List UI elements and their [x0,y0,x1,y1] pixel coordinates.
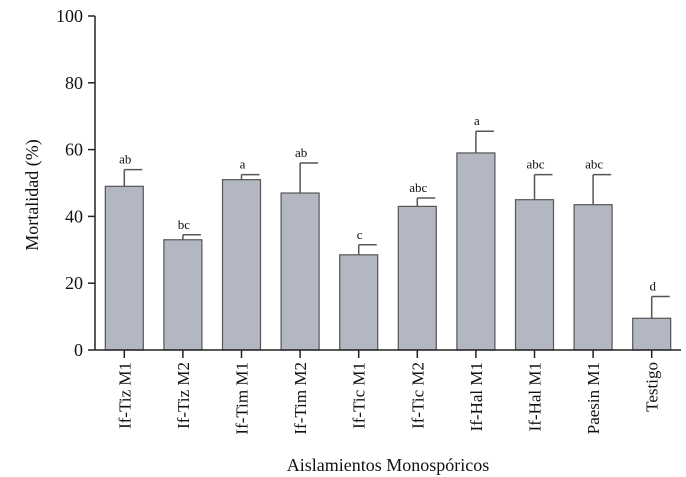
bar [280,192,320,351]
significance-label: ab [295,145,307,160]
bar [514,199,555,351]
y-axis-ticks: 0 20 40 60 80 100 [56,6,95,360]
significance-label: bc [178,217,191,232]
x-tick-label: If-Tic M2 [408,362,427,429]
y-tick-label: 40 [65,206,83,226]
bar [221,179,262,351]
significance-label: d [649,279,656,294]
y-tick-label: 100 [56,6,83,26]
significance-label: abc [409,180,427,195]
bar [456,152,496,351]
x-tick-label: If-Hal M1 [526,362,545,431]
bar [163,239,203,351]
x-tick-label: If-Tiz M2 [174,362,193,429]
x-tick-label: If-Tim M2 [291,362,310,435]
bar [104,185,144,351]
x-axis-title: Aislamientos Monospóricos [287,455,490,475]
x-tick-label: If-Tim M1 [233,362,252,435]
x-tick-label: If-Tic M1 [350,362,369,429]
y-tick-label: 20 [65,273,83,293]
significance-label: c [357,227,363,242]
x-tick-label: If-Hal M1 [467,362,486,431]
significance-label: a [474,113,480,128]
bar [632,317,672,351]
significance-label: a [240,157,246,172]
y-tick-label: 80 [65,73,83,93]
y-tick-label: 60 [65,140,83,160]
x-tick-label: Paesin M1 [584,362,603,434]
bar [573,204,613,351]
x-axis-ticks: If-Tiz M1 If-Tiz M2 If-Tim M1 If-Tim M2 If-T… [115,350,662,435]
y-tick-label: 0 [74,340,83,360]
bar [397,205,437,351]
y-axis-title: Mortalidad (%) [22,139,43,250]
bar [339,254,379,351]
x-tick-label: If-Tiz M1 [115,362,134,429]
x-tick-label: Testigo [643,362,662,412]
significance-label: abc [585,157,603,172]
significance-label: abc [526,157,544,172]
significance-label: ab [119,152,131,167]
